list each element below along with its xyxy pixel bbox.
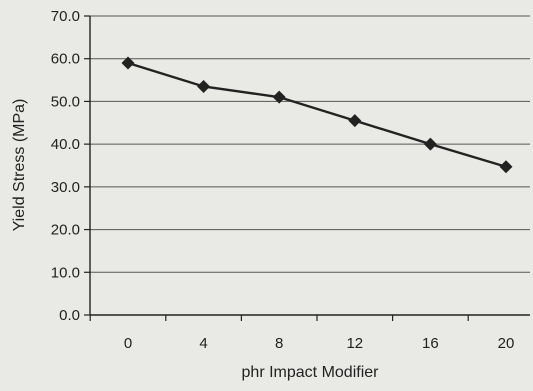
y-tick-label: 10.0 [51,264,80,281]
y-tick-label: 20.0 [51,222,80,239]
data-point-diamond [197,79,211,93]
grid-lines [90,15,530,273]
x-tick-label: 0 [124,335,132,352]
y-axis-title: Yield Stress (MPa) [11,99,28,232]
data-point-diamond [499,160,513,174]
x-tick-label: 12 [346,335,363,352]
x-tick-label: 4 [199,335,207,352]
y-tick-label: 30.0 [51,179,80,196]
series-line [127,61,507,168]
data-point-diamond [272,90,286,104]
data-point-diamond [121,56,135,70]
x-tick-labels: 0 4 8 12 16 20 [124,335,515,352]
y-tick-label: 0.0 [59,307,80,324]
series [121,56,513,174]
y-tick-label: 40.0 [51,136,80,153]
x-axis-title: phr Impact Modifier [242,364,380,381]
axes [84,15,530,321]
y-tick-label: 70.0 [51,8,80,25]
x-tick-label: 20 [498,335,515,352]
y-tick-label: 50.0 [51,93,80,110]
x-tick-label: 8 [275,335,283,352]
y-tick-labels: 0.0 10.0 20.0 30.0 40.0 50.0 60.0 70.0 [51,8,80,324]
x-tick-label: 16 [422,335,439,352]
data-point-diamond [423,137,437,151]
data-point-diamond [348,114,362,128]
y-tick-label: 60.0 [51,51,80,68]
